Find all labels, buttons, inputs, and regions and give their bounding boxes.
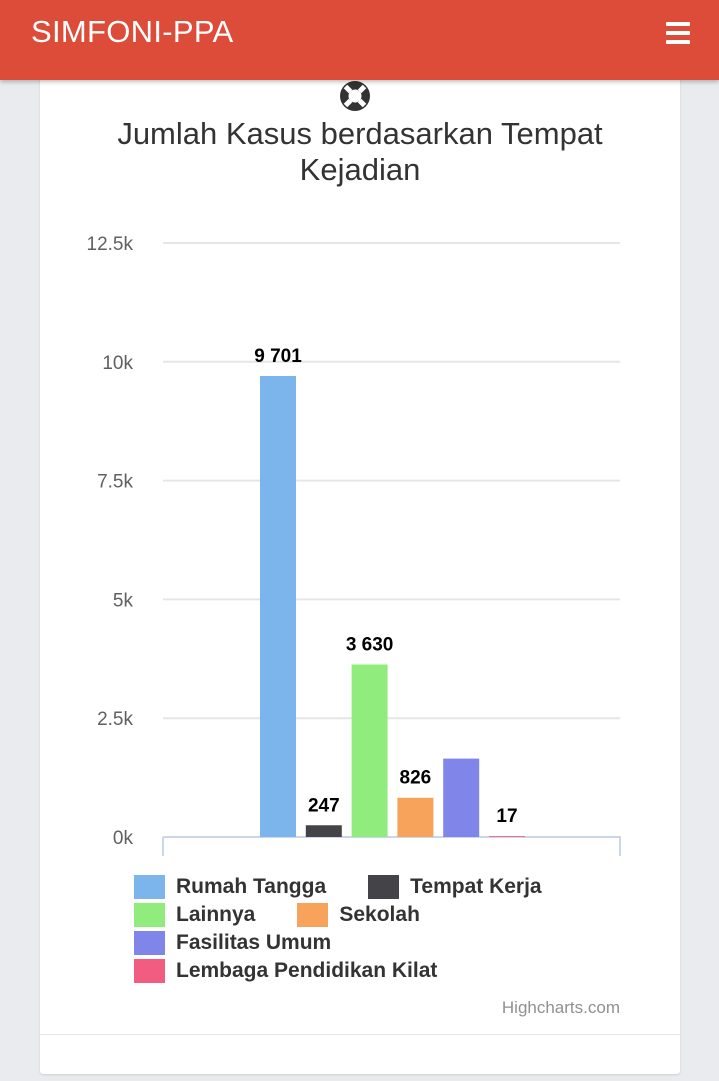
app-title[interactable]: SIMFONI-PPA <box>31 14 234 49</box>
legend-label: Lembaga Pendidikan Kilat <box>176 959 438 982</box>
y-tick-label: 7.5k <box>97 472 133 493</box>
legend-swatch <box>134 903 165 927</box>
bar-rumah-tangga <box>260 376 296 837</box>
legend-item-fasilitas-umum[interactable]: Fasilitas Umum <box>134 929 331 957</box>
legend-label: Fasilitas Umum <box>176 931 332 954</box>
legend-label: Sekolah <box>339 903 420 926</box>
bar-lainnya <box>351 664 388 837</box>
y-tick-label: 12.5k <box>87 234 134 255</box>
data-label-tempat-kerja: 247 <box>308 795 340 816</box>
data-label-sekolah: 826 <box>400 768 432 789</box>
data-label-lainnya: 3 630 <box>346 635 394 656</box>
y-tick-label: 10k <box>102 353 133 374</box>
legend-item-lainnya[interactable]: Lainnya <box>134 901 255 929</box>
bar-tempat-kerja <box>305 825 342 837</box>
legend-item-lembaga-pendidikan-kilat[interactable]: Lembaga Pendidikan Kilat <box>134 957 437 985</box>
data-label-lembaga-pendidikan-kilat: 17 <box>496 806 517 827</box>
legend-swatch <box>134 931 165 955</box>
legend-label: Lainnya <box>176 903 256 926</box>
lifebuoy-icon <box>340 81 370 111</box>
bar-fasilitas-umum <box>443 758 480 837</box>
legend-swatch <box>134 959 165 983</box>
legend-label: Rumah Tangga <box>176 875 327 898</box>
legend-swatch <box>297 903 329 927</box>
legend-item-tempat-kerja[interactable]: Tempat Kerja <box>368 873 542 901</box>
bar-lembaga-pendidikan-kilat <box>489 836 525 837</box>
legend-item-rumah-tangga[interactable]: Rumah Tangga <box>134 873 326 901</box>
legend-label: Tempat Kerja <box>410 875 542 898</box>
y-tick-label: 5k <box>113 590 134 611</box>
y-tick-label: 2.5k <box>97 709 133 730</box>
data-label-rumah-tangga: 9 701 <box>254 346 302 367</box>
chart-legend: Rumah Tangga Tempat Kerja Lainnya Sekola… <box>134 873 634 985</box>
legend-swatch <box>134 875 165 899</box>
app-header: SIMFONI-PPA <box>0 0 719 80</box>
y-tick-label: 0k <box>113 828 134 849</box>
bar-chart: 0k 2.5k 5k 7.5k 10k 12.5k 9 701 247 3 630 826 17 <box>87 234 621 856</box>
bar-sekolah <box>397 797 434 837</box>
legend-item-sekolah[interactable]: Sekolah <box>297 901 420 929</box>
chart-title: Jumlah Kasus berdasarkan Tempat Kejadian <box>117 116 603 187</box>
hamburger-menu-icon[interactable] <box>664 20 692 46</box>
card-divider <box>40 1034 680 1035</box>
highcharts-credits[interactable]: Highcharts.com <box>501 998 620 1017</box>
legend-swatch <box>368 875 400 899</box>
